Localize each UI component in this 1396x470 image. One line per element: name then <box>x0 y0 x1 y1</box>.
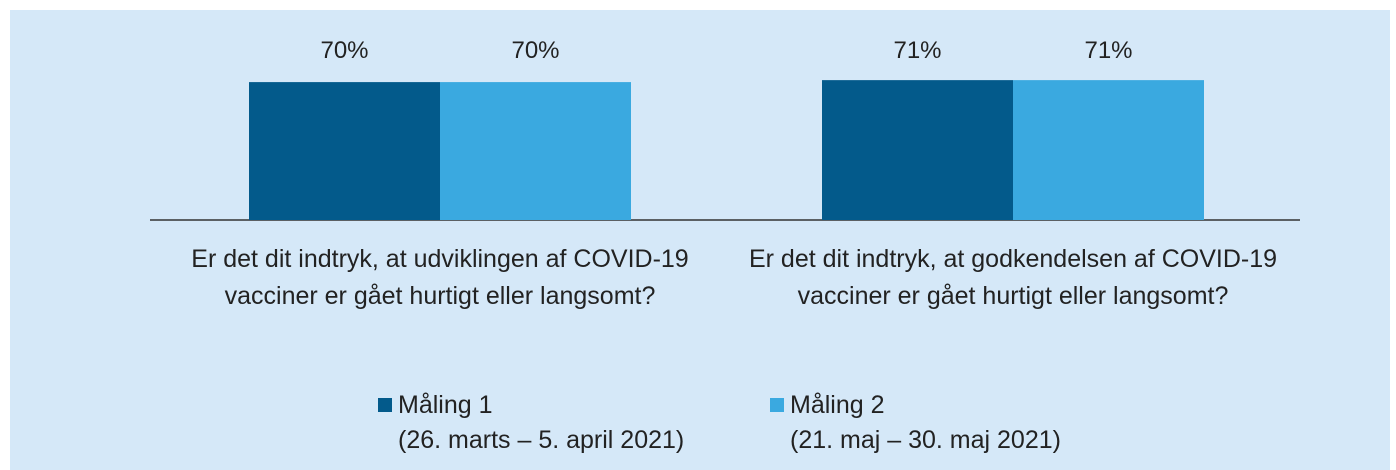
bar <box>822 80 1013 220</box>
value-label: 71% <box>893 37 941 64</box>
category-label: Er det dit indtryk, at udviklingen af CO… <box>191 245 689 310</box>
legend-swatch <box>378 398 392 412</box>
legend-label: Måling 2 <box>790 391 885 419</box>
legend-period: (21. maj – 30. maj 2021) <box>790 426 1061 454</box>
value-label: 71% <box>1084 37 1132 64</box>
legend-swatch <box>770 398 784 412</box>
bar <box>249 82 440 220</box>
value-label: 70% <box>511 37 559 64</box>
bar <box>440 82 631 220</box>
legend-label: Måling 1 <box>398 391 493 419</box>
legend-period: (26. marts – 5. april 2021) <box>398 426 685 454</box>
category-label: Er det dit indtryk, at godkendelsen af C… <box>748 245 1278 310</box>
value-label: 70% <box>320 37 368 64</box>
bar <box>1013 80 1204 220</box>
